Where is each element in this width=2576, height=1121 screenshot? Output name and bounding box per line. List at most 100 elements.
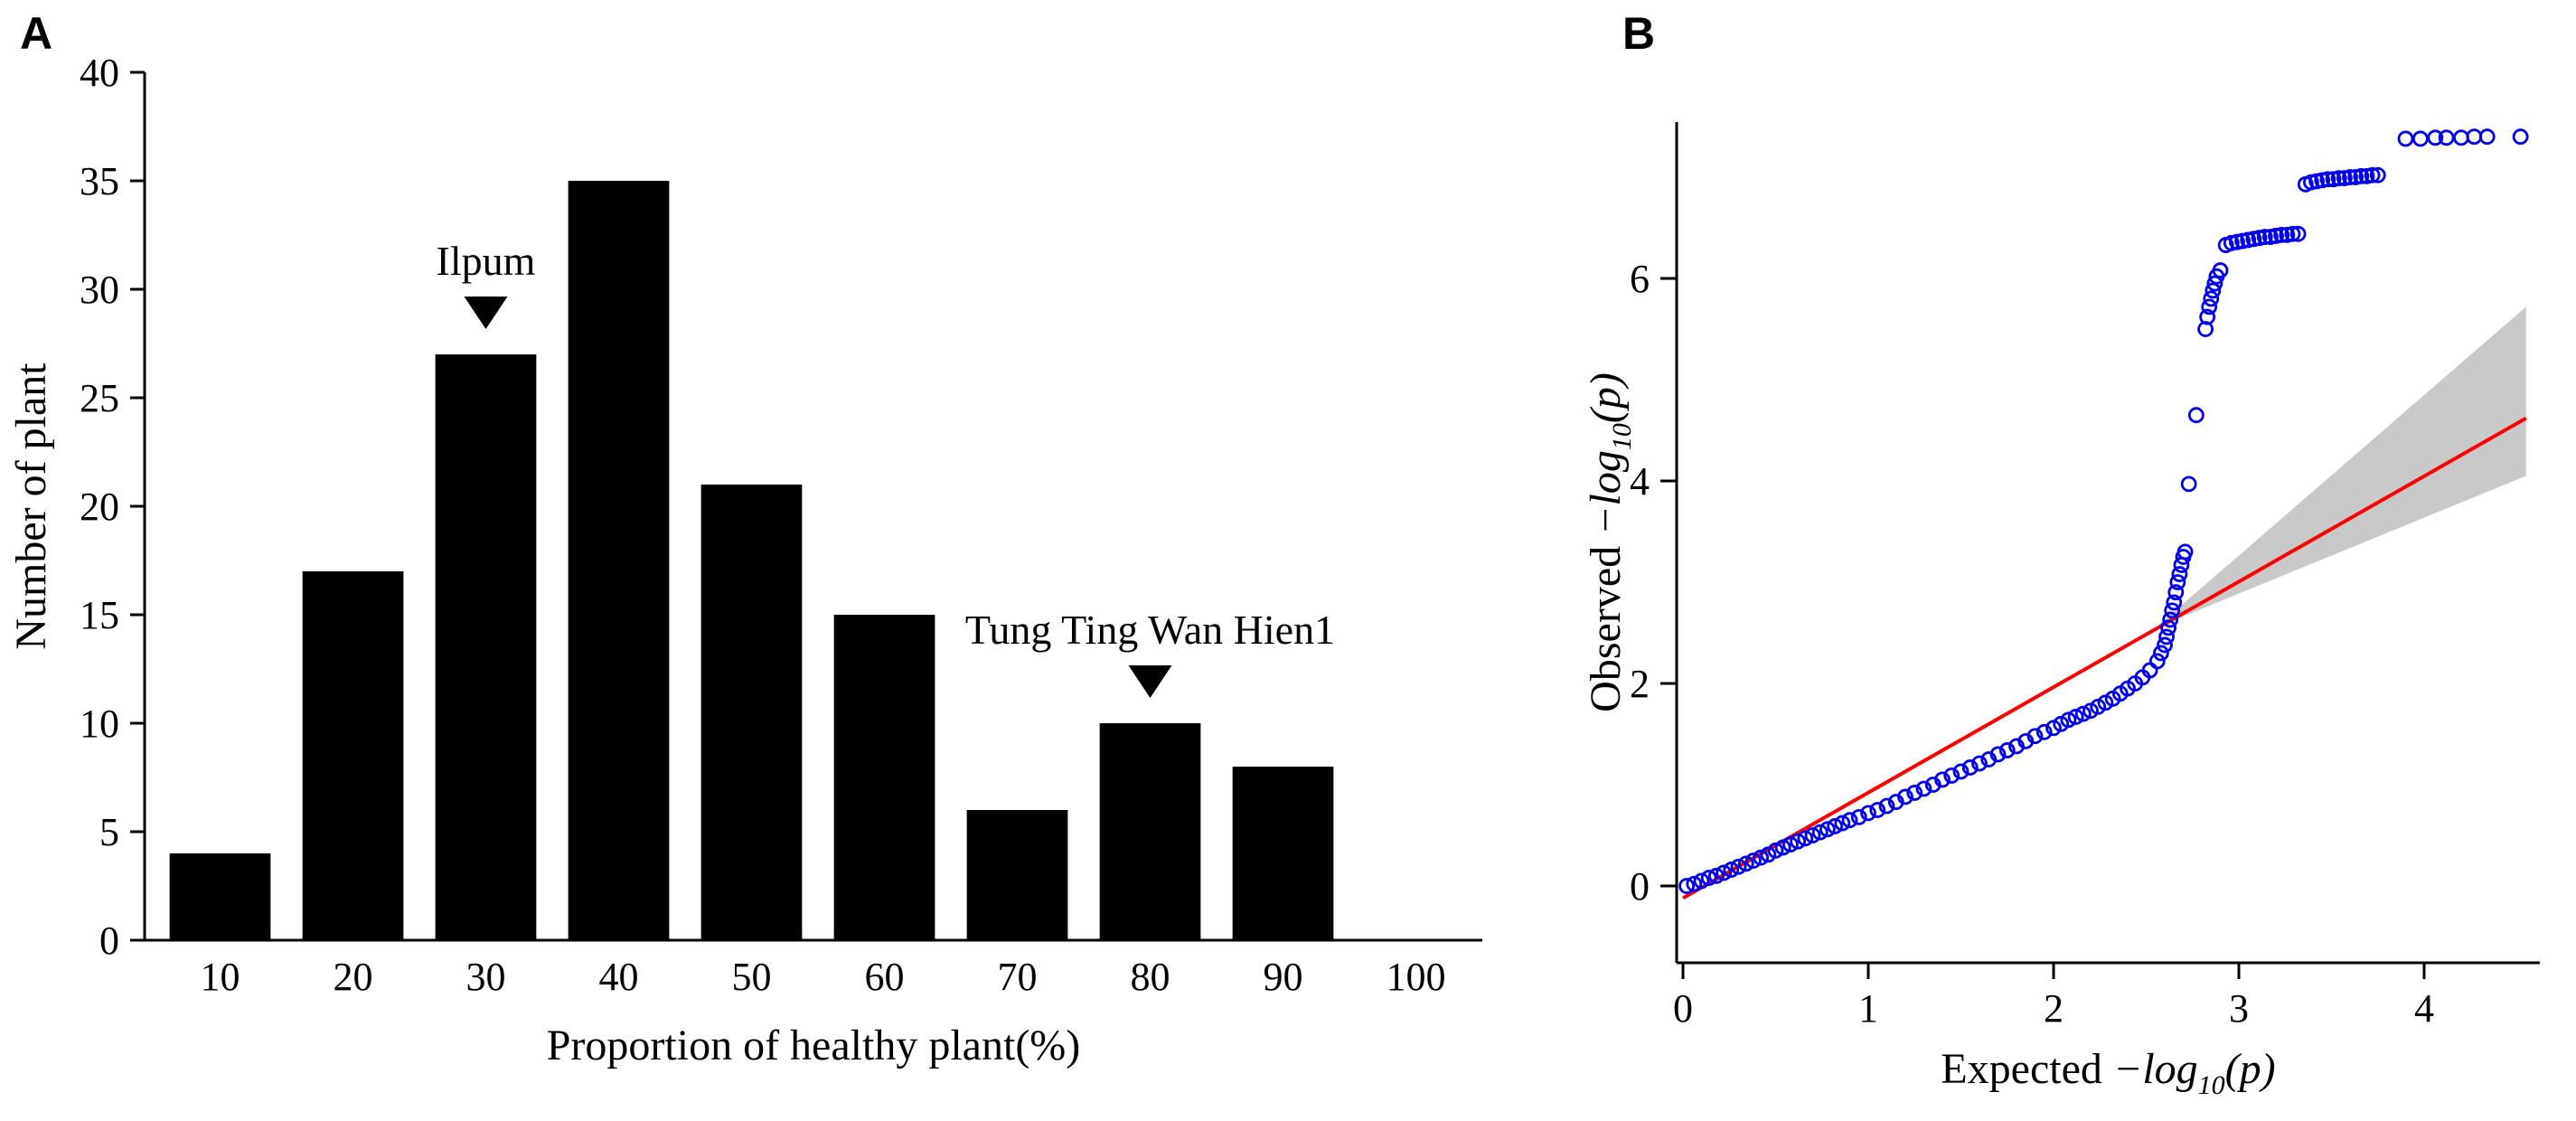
y-tick-label: 0: [99, 918, 119, 963]
qq-point: [2466, 128, 2483, 146]
x-tick-label: 60: [865, 955, 905, 999]
qq-point: [2212, 262, 2229, 278]
histogram-bar-10: [169, 853, 271, 940]
qq-point: [1744, 853, 1762, 869]
qq-point: [1915, 780, 1932, 797]
x-tick-label: 20: [334, 955, 373, 999]
x-axis-title: Proportion of healthy plant(%): [547, 1022, 1081, 1069]
qq-point: [1782, 836, 1799, 853]
x-axis-title: Expected −log10(p): [1941, 1045, 2275, 1100]
qq-point: [1790, 833, 1807, 850]
histogram-bar-50: [700, 485, 803, 940]
identity-line: [1682, 416, 2527, 900]
qq-point: [2153, 645, 2169, 662]
x-tick-label: 40: [599, 955, 639, 999]
qq-point: [2060, 711, 2077, 729]
annotation-arrow-icon: [1128, 665, 1172, 698]
qq-point: [1804, 827, 1821, 843]
confidence-band: [2155, 306, 2526, 628]
qq-point: [2166, 594, 2183, 611]
qq-point: [1834, 815, 1851, 832]
qq-point: [2512, 128, 2529, 146]
qq-point: [1678, 878, 1696, 894]
annotation-text: Ilpum: [437, 238, 536, 284]
qq-point: [2157, 636, 2173, 654]
qq-point: [1723, 862, 1740, 878]
y-tick-label: 0: [1630, 864, 1650, 909]
qq-point: [1811, 824, 1829, 841]
histogram-bar-30: [435, 354, 537, 940]
qq-point: [2171, 566, 2188, 582]
qq-point: [2167, 584, 2185, 601]
panel-a-label: A: [20, 8, 53, 59]
qq-point: [2176, 543, 2194, 560]
y-tick-label: 25: [80, 376, 119, 420]
x-tick-label: 1: [1858, 986, 1878, 1031]
qq-point: [1943, 768, 1960, 784]
y-tick-label: 6: [1630, 257, 1650, 301]
qq-point: [1819, 821, 1836, 838]
histogram-bar-20: [302, 571, 404, 940]
qq-point: [1797, 830, 1814, 847]
qq-point: [1730, 858, 1747, 875]
annotation-arrow-icon: [464, 297, 508, 329]
qq-point: [2203, 290, 2220, 307]
x-tick-label: 0: [1673, 986, 1693, 1031]
y-tick-label: 40: [80, 51, 119, 95]
x-tick-label: 30: [466, 955, 506, 999]
qq-point: [1707, 867, 1725, 884]
qq-point: [2330, 170, 2347, 187]
x-tick-label: 10: [201, 955, 240, 999]
qq-point: [2169, 574, 2186, 590]
qq-point: [1686, 875, 1703, 892]
y-tick-label: 4: [1630, 459, 1650, 504]
histogram-bar-40: [568, 181, 670, 940]
qq-point: [1753, 849, 1770, 866]
y-tick-label: 5: [99, 810, 119, 854]
annotation-text: Tung Ting Wan Hien1: [965, 607, 1335, 653]
qq-point: [2453, 129, 2469, 146]
x-tick-label: 100: [1387, 955, 1446, 999]
qq-point: [2160, 619, 2176, 636]
y-axis-title: Number of plant: [7, 363, 55, 650]
qq-point: [1869, 802, 1886, 818]
qq-point: [1906, 785, 1923, 801]
x-tick-label: 70: [998, 955, 1038, 999]
qq-point: [2187, 407, 2205, 424]
qq-point: [1952, 763, 1970, 780]
qq-point: [2074, 705, 2092, 722]
qq-point: [2427, 129, 2444, 146]
qq-point: [2199, 308, 2216, 325]
qq-point: [2342, 169, 2358, 185]
qq-point: [1860, 805, 1876, 822]
qq-point: [2478, 128, 2496, 146]
x-tick-label: 4: [2414, 986, 2434, 1031]
qq-point: [2412, 130, 2429, 147]
y-tick-label: 2: [1630, 662, 1650, 706]
y-tick-label: 15: [80, 593, 119, 637]
qq-point: [1767, 842, 1784, 859]
qq-point: [1989, 746, 2007, 763]
qq-point: [2026, 728, 2044, 745]
y-tick-label: 30: [80, 268, 119, 312]
qq-point: [1841, 812, 1858, 829]
qq-point: [1897, 788, 1913, 805]
qq-point: [1737, 855, 1754, 872]
histogram-bar-60: [833, 615, 935, 940]
qq-plot-panel: 0 1 2 3 4 0 2 4 6 Expected −log10(p) Observed −log…: [1582, 122, 2540, 1100]
x-tick-label: 80: [1131, 955, 1170, 999]
qq-point: [2319, 171, 2336, 188]
y-tick-label: 20: [80, 485, 119, 529]
qq-point: [2397, 130, 2414, 147]
qq-point: [1716, 864, 1733, 881]
qq-point: [1850, 808, 1867, 825]
qq-point: [2162, 611, 2179, 628]
panel-b-label: B: [1622, 8, 1656, 59]
qq-point: [2148, 653, 2166, 670]
qq-point: [2180, 476, 2197, 493]
qq-point: [2206, 275, 2223, 292]
y-tick-label: 10: [80, 702, 119, 746]
qq-point: [1971, 755, 1988, 772]
qq-point: [2201, 298, 2218, 316]
